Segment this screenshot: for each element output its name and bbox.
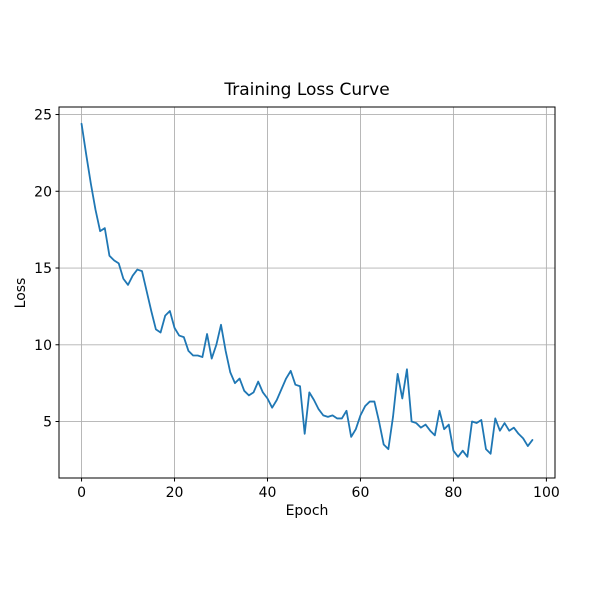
x-tick-label: 40 — [259, 485, 277, 501]
x-axis-label: Epoch — [285, 503, 329, 519]
chart-title: Training Loss Curve — [224, 80, 390, 100]
x-tick-label: 60 — [352, 485, 370, 501]
y-tick-label: 5 — [43, 415, 52, 431]
y-tick-label: 20 — [34, 184, 52, 200]
x-tick-label: 80 — [445, 485, 463, 501]
x-tick-label: 0 — [77, 485, 86, 501]
x-tick-label: 20 — [166, 485, 184, 501]
plot-border — [58, 106, 556, 479]
y-tick-label: 15 — [34, 261, 52, 277]
loss-line — [80, 122, 534, 458]
y-tick-label: 10 — [34, 338, 52, 354]
y-tick-label: 25 — [34, 108, 52, 124]
y-axis-label: Loss — [13, 277, 29, 309]
x-tick-label: 100 — [533, 485, 560, 501]
